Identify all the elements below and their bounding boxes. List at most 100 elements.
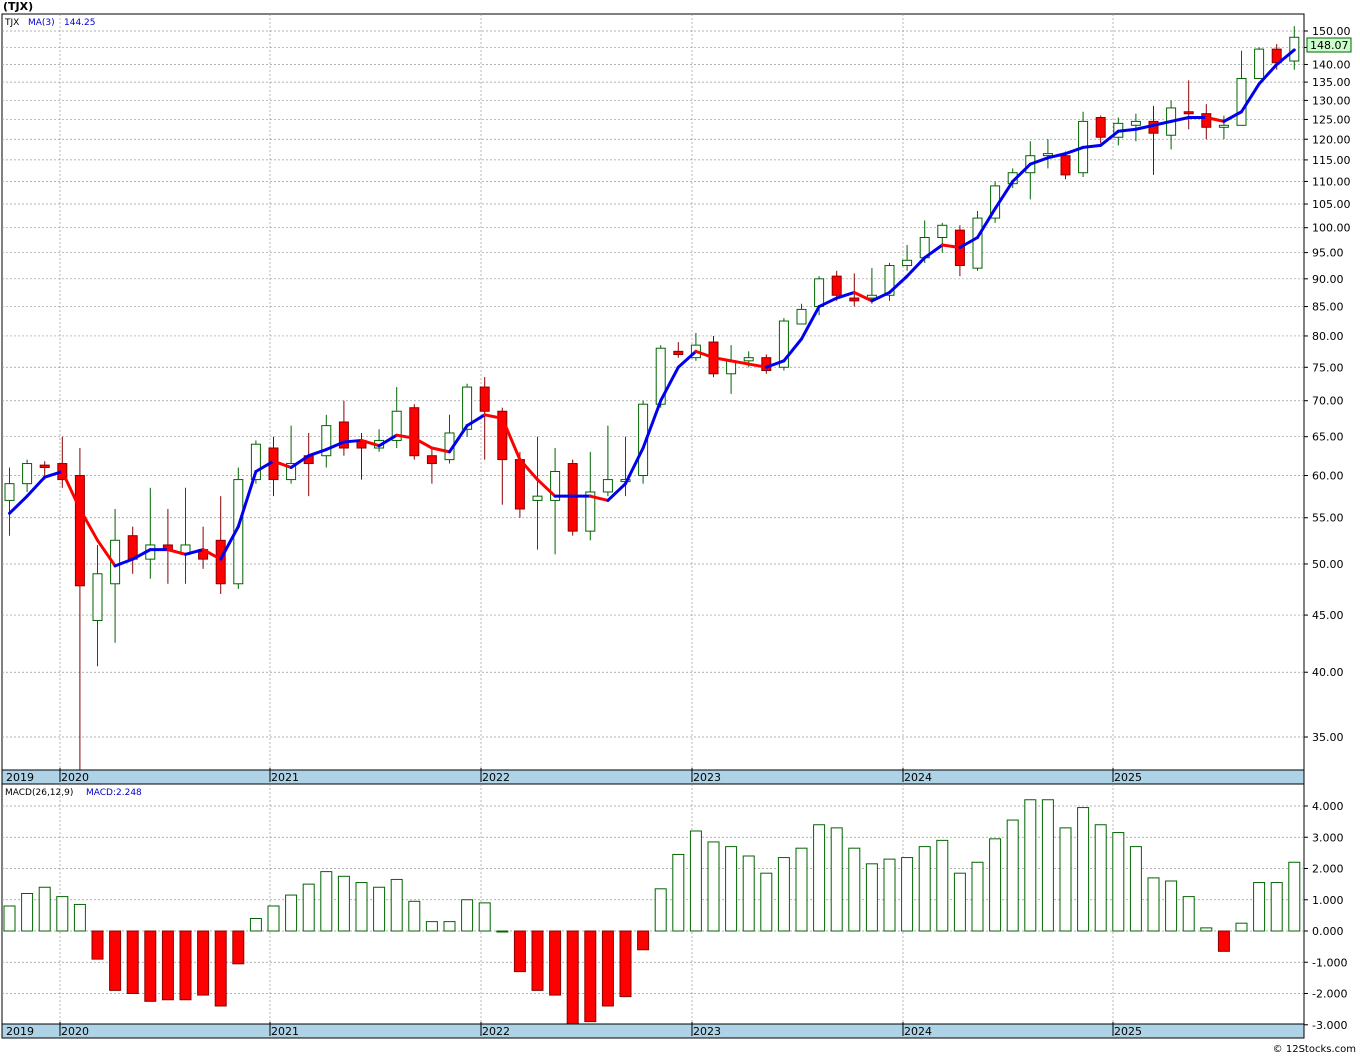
macd-bar xyxy=(21,893,34,932)
macd-bar xyxy=(707,841,720,932)
ma-segment xyxy=(641,399,663,450)
candle xyxy=(1218,115,1229,140)
ma-segment xyxy=(606,482,627,502)
macd-bar xyxy=(1024,799,1037,932)
year-axis-bottom: 2019 2020 2021 2022 2023 2024 2025 xyxy=(6,1022,1142,1038)
candle-body xyxy=(1236,78,1247,126)
macd-bar xyxy=(1129,846,1142,932)
candle-body xyxy=(426,455,437,465)
macd-bar xyxy=(936,839,949,932)
price-tick-label: 100.00 xyxy=(1312,222,1351,235)
ma-segment xyxy=(888,274,909,294)
macd-bar xyxy=(443,921,456,932)
macd-tick-label: -2.000 xyxy=(1312,988,1347,1001)
price-tick-label: 75.00 xyxy=(1312,361,1344,374)
macd-tick-label: 2.000 xyxy=(1312,863,1344,876)
candle-body xyxy=(286,463,297,481)
macd-tick-label: -3.000 xyxy=(1312,1019,1347,1032)
macd-bar xyxy=(496,930,509,933)
candle-body xyxy=(250,443,261,481)
macd-bar xyxy=(91,930,104,960)
ma-segment xyxy=(360,438,381,448)
macd-bar xyxy=(197,930,210,996)
ma-segment xyxy=(764,359,786,369)
price-tick-label: 110.00 xyxy=(1312,175,1351,188)
candle-body xyxy=(550,470,561,501)
candle xyxy=(902,244,913,271)
macd-bar xyxy=(865,863,878,932)
price-tick-label: 70.00 xyxy=(1312,395,1344,408)
macd-bar xyxy=(742,855,755,932)
ma-segment xyxy=(184,548,205,556)
price-tick-label: 115.00 xyxy=(1312,154,1351,167)
price-tick-label: 45.00 xyxy=(1312,609,1344,622)
ma-segment xyxy=(1116,127,1138,133)
macd-bar xyxy=(126,930,139,994)
ma-segment xyxy=(500,416,522,462)
macd-bar xyxy=(971,861,984,932)
candle-body xyxy=(1042,153,1053,157)
macd-bar xyxy=(425,921,438,932)
macd-bar xyxy=(249,918,262,932)
macd-bar xyxy=(56,896,69,932)
ma-segment xyxy=(694,349,715,360)
ma-segment xyxy=(113,557,135,568)
price-panel xyxy=(1,13,1305,771)
macd-bar xyxy=(689,830,702,932)
macd-bar xyxy=(549,930,562,996)
macd-bar xyxy=(3,905,16,932)
candle xyxy=(884,262,895,301)
ma-segment xyxy=(1011,162,1032,183)
candle xyxy=(4,467,15,536)
macd-bar xyxy=(390,878,403,932)
last-price-tag: 148.07 xyxy=(1306,37,1352,53)
candle-body xyxy=(602,479,613,493)
price-tick-label: 135.00 xyxy=(1312,76,1351,89)
ma-segment xyxy=(1275,48,1296,66)
candle-body xyxy=(110,539,121,585)
last-price-value: 148.07 xyxy=(1310,39,1349,52)
candle xyxy=(831,270,842,301)
price-tick-label: 120.00 xyxy=(1312,133,1351,146)
candle-body xyxy=(884,265,895,296)
macd-bar xyxy=(672,853,685,932)
year-label: 2023 xyxy=(693,771,721,784)
macd-tick-label: 4.000 xyxy=(1312,800,1344,813)
candle xyxy=(602,425,613,497)
candle xyxy=(866,268,877,304)
candle xyxy=(972,211,983,271)
year-label: 2021 xyxy=(271,771,299,784)
ma-segment xyxy=(940,243,962,250)
price-tick-label: 150.00 xyxy=(1312,25,1351,38)
ma-segment xyxy=(430,446,451,454)
candle xyxy=(426,448,437,484)
ma-segment xyxy=(219,525,240,561)
year-label: 2024 xyxy=(904,1025,932,1038)
ma-segment xyxy=(448,424,469,454)
candle xyxy=(92,544,103,667)
macd-bar xyxy=(161,930,174,1001)
price-tick-label: 85.00 xyxy=(1312,301,1344,314)
candle xyxy=(321,414,332,468)
ma-segment xyxy=(201,548,223,561)
ma-segment xyxy=(324,440,346,452)
macd-bar xyxy=(795,847,808,932)
price-axis: 35.00 40.00 45.00 50.00 55.00 60.00 65.00 70.00… xyxy=(1304,25,1351,744)
ma-segment xyxy=(659,365,680,403)
macd-bar xyxy=(725,846,738,932)
macd-bar xyxy=(813,824,826,932)
year-label: 2021 xyxy=(271,1025,299,1038)
candle xyxy=(1201,104,1212,140)
ma-segment xyxy=(96,538,117,568)
macd-tick-label: 3.000 xyxy=(1312,831,1344,844)
macd-bar xyxy=(1059,827,1072,932)
year-axis-top: 2019 2020 2021 2022 2023 2024 2025 xyxy=(6,768,1142,784)
macd-bar xyxy=(1077,807,1090,932)
candle xyxy=(110,508,121,643)
candle xyxy=(479,377,490,460)
candle xyxy=(849,273,860,307)
year-label: 2025 xyxy=(1114,771,1142,784)
price-tick-label: 80.00 xyxy=(1312,330,1344,343)
macd-histogram xyxy=(3,799,1301,1026)
macd-bar xyxy=(267,905,280,932)
